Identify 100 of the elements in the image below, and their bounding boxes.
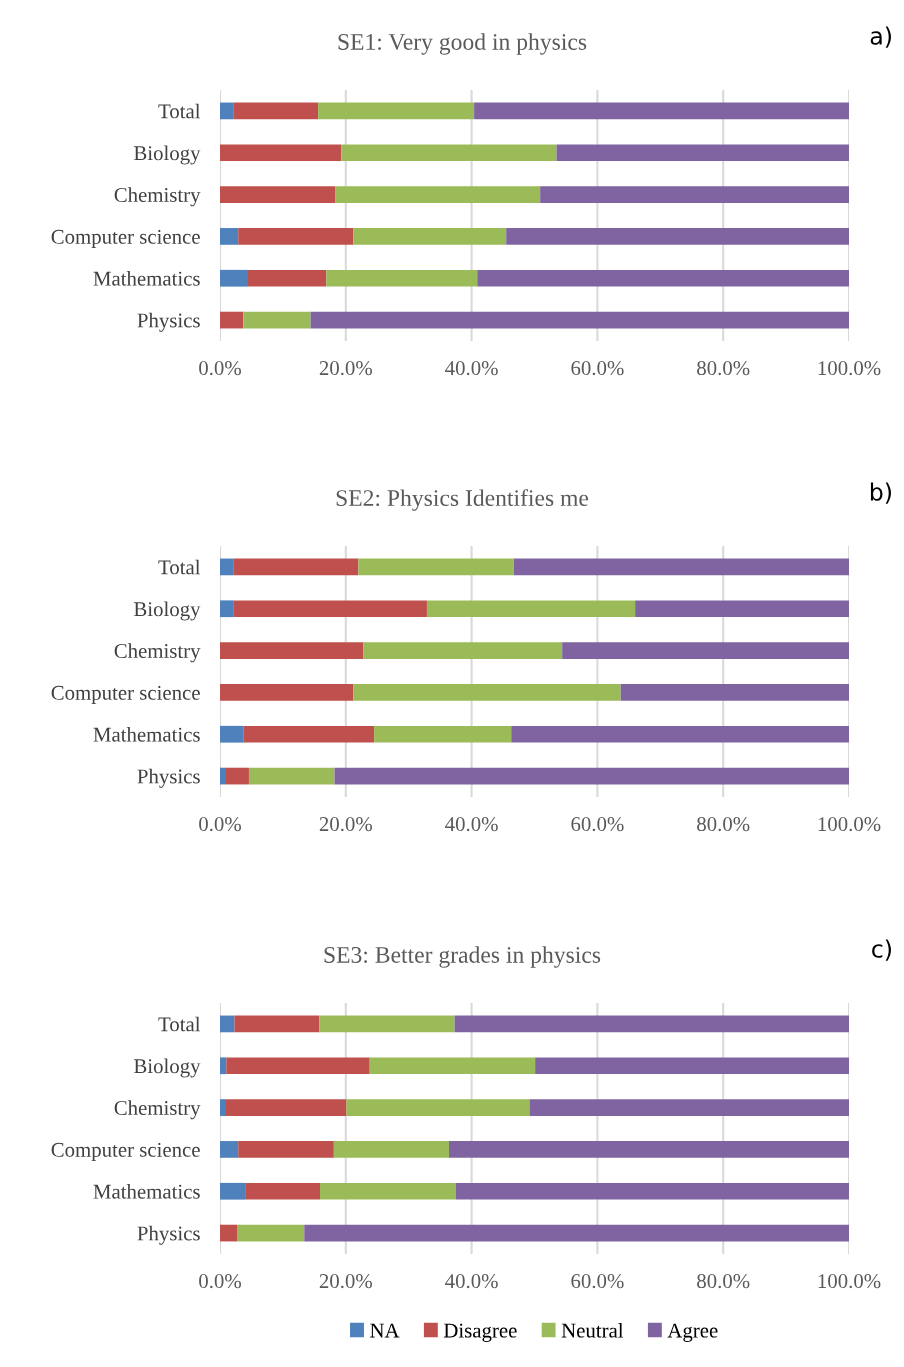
bar	[220, 1015, 235, 1033]
chart-title: SE1: Very good in physics	[338, 33, 587, 55]
bar	[363, 642, 563, 659]
bar	[513, 558, 849, 576]
bar	[220, 186, 336, 203]
x-tick-label: 40.0%	[445, 1274, 498, 1289]
text: a)	[870, 26, 891, 48]
chart-title: SE2: Physics Identifies me	[336, 489, 589, 511]
bar	[320, 1182, 456, 1200]
legend-label: NA	[370, 1323, 400, 1338]
bar	[620, 684, 849, 701]
bar	[233, 558, 359, 576]
bar	[220, 144, 342, 162]
bar	[353, 684, 621, 701]
bar	[562, 642, 849, 659]
bar	[220, 600, 234, 618]
bar	[220, 1057, 227, 1075]
bar	[319, 1015, 455, 1033]
bar	[318, 102, 475, 120]
bar	[245, 1182, 321, 1200]
x-tick-label: 80.0%	[697, 1274, 750, 1289]
bar	[226, 1057, 370, 1075]
bar	[333, 1141, 449, 1158]
y-tick-label: Physics	[137, 1225, 200, 1245]
bar	[220, 684, 354, 701]
bar	[304, 1224, 849, 1242]
bar	[529, 1099, 849, 1116]
bar	[474, 102, 849, 120]
bar	[426, 600, 636, 618]
bar	[238, 1141, 334, 1158]
x-tick-label: 100.0%	[818, 361, 881, 376]
text: b)	[870, 482, 891, 504]
bar	[535, 1057, 849, 1075]
y-tick-label: Mathematics	[93, 271, 200, 286]
bar	[238, 228, 354, 245]
bar	[225, 1099, 347, 1116]
bar	[243, 725, 375, 743]
bar	[310, 311, 849, 329]
y-tick-label: Mathematics	[93, 1184, 200, 1199]
y-tick-label: Mathematics	[93, 727, 200, 742]
x-tick-label: 40.0%	[445, 361, 498, 376]
bar	[247, 269, 327, 287]
bar	[369, 1057, 536, 1075]
y-tick-label: Biology	[134, 145, 201, 165]
bar	[236, 1224, 305, 1242]
y-tick-label: Biology	[134, 1058, 201, 1078]
y-tick-label: Chemistry	[114, 643, 201, 663]
bar	[540, 186, 849, 203]
bar	[326, 269, 478, 287]
chart-title: SE3: Better grades in physics	[324, 946, 601, 968]
y-tick-label: Physics	[137, 312, 200, 332]
y-tick-label: Total	[158, 559, 201, 575]
y-tick-label: Computer science	[51, 685, 200, 705]
y-tick-label: Biology	[134, 601, 201, 621]
bar	[220, 725, 244, 743]
x-tick-label: 20.0%	[319, 361, 372, 376]
bar	[454, 1015, 849, 1033]
bar	[220, 228, 239, 245]
bar	[220, 269, 248, 287]
x-tick-label: 100.0%	[818, 817, 881, 832]
x-tick-label: 80.0%	[697, 361, 750, 376]
x-tick-label: 100.0%	[818, 1274, 881, 1289]
legend-label: Neutral	[561, 1322, 624, 1338]
y-tick-label: Computer science	[51, 229, 200, 249]
bar	[353, 228, 507, 245]
bar	[506, 228, 849, 245]
x-tick-label: 0.0%	[199, 361, 241, 376]
bar	[220, 311, 244, 329]
bar	[234, 1015, 320, 1033]
x-tick-label: 80.0%	[697, 817, 750, 832]
bar	[341, 144, 557, 162]
y-tick-label: Chemistry	[114, 187, 201, 207]
bar	[477, 269, 849, 287]
bar	[346, 1099, 530, 1116]
bar	[233, 102, 319, 120]
x-tick-label: 60.0%	[571, 817, 624, 832]
x-tick-label: 0.0%	[199, 817, 241, 832]
legend-label: Agree	[667, 1323, 718, 1342]
bar	[220, 1182, 246, 1200]
y-tick-label: Computer science	[51, 1142, 200, 1162]
y-tick-label: Total	[158, 103, 201, 119]
x-tick-label: 60.0%	[571, 1274, 624, 1289]
bar	[335, 186, 541, 203]
x-tick-label: 40.0%	[445, 817, 498, 832]
bar	[358, 558, 514, 576]
bar	[635, 600, 849, 618]
bar	[334, 767, 849, 785]
bar	[556, 144, 849, 162]
bar	[220, 767, 226, 785]
bar	[455, 1182, 849, 1200]
bar	[374, 725, 512, 743]
bar	[220, 1224, 237, 1242]
legend-label: Disagree	[443, 1323, 517, 1342]
y-tick-label: Physics	[137, 768, 200, 788]
x-tick-label: 60.0%	[571, 361, 624, 376]
bar	[220, 1099, 226, 1116]
bar	[220, 558, 234, 576]
bar	[220, 102, 234, 120]
x-tick-label: 0.0%	[199, 1274, 241, 1289]
y-tick-label: Chemistry	[114, 1100, 201, 1120]
